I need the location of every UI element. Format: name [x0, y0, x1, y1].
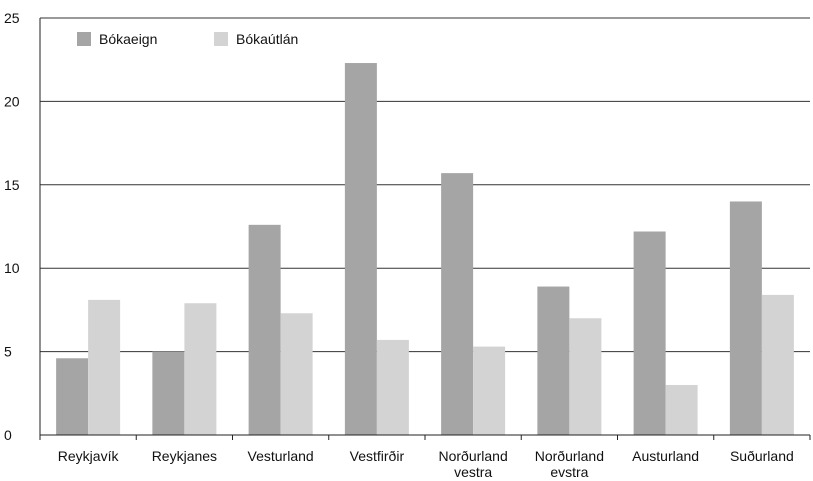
bar-bokautlan: [88, 299, 121, 435]
bar-bokautlan: [184, 303, 217, 435]
bar-bokautlan: [761, 294, 794, 435]
y-tick-label: 15: [4, 177, 20, 193]
bar-bokaeign: [248, 224, 281, 435]
bar-bokautlan: [473, 346, 506, 435]
bar-bokaeign: [441, 173, 474, 435]
bar-bokautlan: [665, 384, 698, 435]
x-category-label: evstra: [550, 464, 588, 480]
bar-bokautlan: [280, 313, 313, 435]
bar-bokautlan: [376, 339, 409, 435]
y-tick-label: 0: [4, 427, 12, 443]
y-tick-label: 5: [4, 344, 12, 360]
x-category-label: Norðurland: [535, 448, 604, 464]
bars: [56, 63, 794, 435]
bar-bokaeign: [56, 358, 89, 435]
legend: Bókaeign Bókaútlán: [77, 31, 298, 47]
x-category-label: Reykjavík: [58, 448, 120, 464]
bar-bokaeign: [633, 231, 666, 435]
bar-bokaeign: [152, 351, 185, 435]
x-category-label: Suðurland: [730, 448, 794, 464]
x-category-label: vestra: [454, 464, 492, 480]
legend-label-bokautlan: Bókaútlán: [236, 31, 298, 47]
y-tick-label: 25: [4, 10, 20, 26]
legend-swatch-bokautlan: [214, 32, 228, 46]
x-category-label: Austurland: [632, 448, 699, 464]
x-category-labels: Reykjavík Reykjanes Vesturland Vestfirðir No…: [58, 448, 794, 480]
y-tick-label: 10: [4, 260, 20, 276]
x-category-label: Norðurland: [438, 448, 507, 464]
bar-bokaeign: [344, 63, 377, 435]
y-tick-labels: 0 5 10 15 20 25: [4, 10, 20, 443]
x-tick-marks: [39, 435, 811, 440]
bar-bokautlan: [569, 318, 602, 435]
x-category-label: Vesturland: [248, 448, 314, 464]
bar-bokaeign: [537, 286, 570, 435]
bar-bokaeign: [729, 201, 762, 435]
legend-label-bokaeign: Bókaeign: [99, 31, 157, 47]
grid-lines: [40, 17, 810, 353]
x-category-label: Reykjanes: [152, 448, 217, 464]
legend-swatch-bokaeign: [77, 32, 91, 46]
x-category-label: Vestfirðir: [350, 448, 405, 464]
y-tick-label: 20: [4, 93, 20, 109]
